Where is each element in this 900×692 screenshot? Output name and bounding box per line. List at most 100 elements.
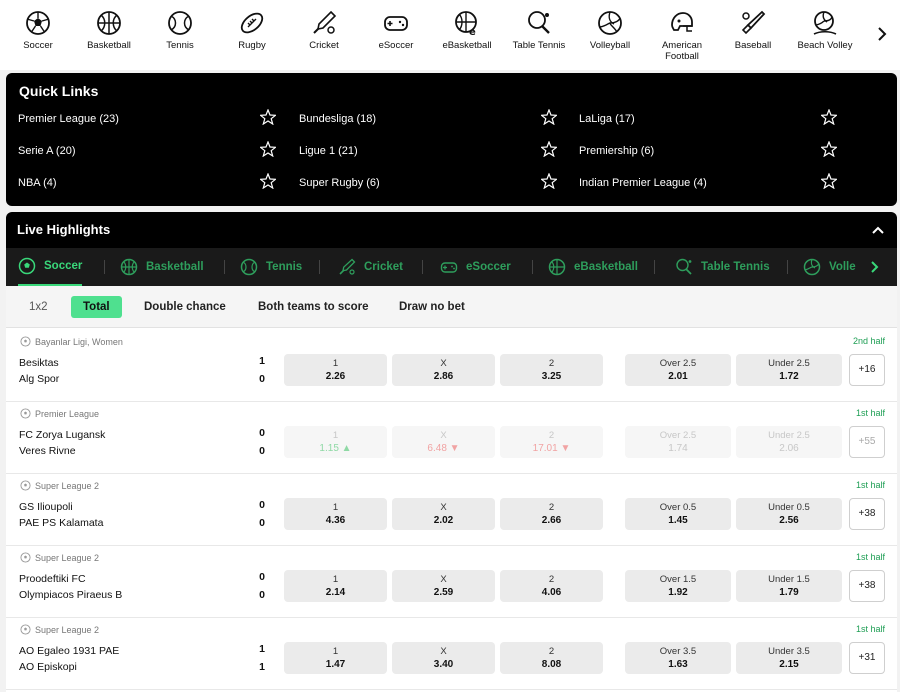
soccer-ball-icon	[26, 11, 50, 35]
sport-label: Table Tennis	[512, 40, 566, 51]
star-icon[interactable]	[260, 141, 276, 157]
league-name: Premier League	[35, 408, 100, 419]
sport-american-football[interactable]: American Football	[646, 10, 718, 62]
quick-link[interactable]: Indian Premier League (4)	[579, 177, 707, 189]
event-row: Super League 2 1st half GS Ilioupoli PAE…	[6, 474, 897, 546]
away-team[interactable]: Veres Rivne	[19, 445, 76, 457]
quick-link[interactable]: Ligue 1 (21)	[299, 145, 358, 157]
tab-1x2[interactable]: 1x2	[29, 301, 48, 313]
sport-beach-volley[interactable]: Beach Volley	[789, 10, 861, 51]
sport-basketball[interactable]: Basketball	[73, 10, 145, 51]
live-highlights-header: Live Highlights	[6, 212, 897, 248]
home-team[interactable]: FC Zorya Lugansk	[19, 429, 106, 441]
sport-label: Volleyball	[589, 40, 631, 51]
tab-tennis[interactable]: Tennis	[240, 248, 302, 286]
away-team[interactable]: PAE PS Kalamata	[19, 517, 104, 529]
tab-basketball[interactable]: Basketball	[120, 248, 204, 286]
star-icon[interactable]	[260, 109, 276, 125]
odds-button-draw[interactable]: X 2.86	[392, 354, 495, 386]
more-markets-button[interactable]: +55	[849, 426, 885, 458]
odds-button-under[interactable]: Under 3.5 2.15	[736, 642, 842, 674]
odds-button-over[interactable]: Over 0.5 1.45	[625, 498, 731, 530]
tab-volleyball[interactable]: Volle	[803, 248, 856, 286]
tab-draw-no-bet[interactable]: Draw no bet	[399, 301, 465, 313]
more-markets-button[interactable]: +38	[849, 570, 885, 602]
odds-button-away[interactable]: 2 8.08	[500, 642, 603, 674]
sport-cricket[interactable]: Cricket	[288, 10, 360, 51]
sport-table-tennis[interactable]: Table Tennis	[503, 10, 575, 51]
away-score: 0	[259, 373, 265, 385]
sport-esoccer[interactable]: eSoccer	[360, 10, 432, 51]
quick-link[interactable]: Premiership (6)	[579, 145, 655, 157]
tab-both-teams-to-score[interactable]: Both teams to score	[258, 301, 369, 313]
tab-cricket[interactable]: Cricket	[338, 248, 403, 286]
odds-label: Under 1.5	[768, 574, 810, 585]
odds-button-under[interactable]: Under 0.5 2.56	[736, 498, 842, 530]
chevron-up-icon[interactable]	[871, 224, 885, 236]
more-markets-button[interactable]: +16	[849, 354, 885, 386]
odds-button-away[interactable]: 2 2.66	[500, 498, 603, 530]
sport-label: Soccer	[23, 40, 53, 51]
odds-up-arrow-icon: ▲	[341, 443, 352, 454]
odds-button-under[interactable]: Under 2.5 2.06	[736, 426, 842, 458]
quick-link[interactable]: Premier League (23)	[18, 113, 119, 125]
tennis-ball-icon	[168, 11, 192, 35]
odds-button-under[interactable]: Under 2.5 1.72	[736, 354, 842, 386]
tab-double-chance[interactable]: Double chance	[144, 301, 226, 313]
quick-link[interactable]: Bundesliga (18)	[299, 113, 377, 125]
home-team[interactable]: GS Ilioupoli	[19, 501, 73, 513]
tab-soccer[interactable]: Soccer	[18, 248, 83, 286]
star-icon[interactable]	[821, 109, 837, 125]
sport-baseball[interactable]: Baseball	[717, 10, 789, 51]
chevron-right-icon[interactable]	[874, 24, 890, 44]
star-icon[interactable]	[821, 141, 837, 157]
odds-button-home[interactable]: 1 1.15 ▲	[284, 426, 387, 458]
odds-button-over[interactable]: Over 2.5 1.74	[625, 426, 731, 458]
sport-soccer[interactable]: Soccer	[2, 10, 74, 51]
tab-ebasketball[interactable]: eBasketball	[548, 248, 638, 286]
odds-button-draw[interactable]: X 2.02	[392, 498, 495, 530]
odds-button-under[interactable]: Under 1.5 1.79	[736, 570, 842, 602]
quick-link[interactable]: NBA (4)	[18, 177, 57, 189]
quick-link[interactable]: Super Rugby (6)	[299, 177, 380, 189]
tab-esoccer[interactable]: eSoccer	[440, 248, 511, 286]
star-icon[interactable]	[821, 173, 837, 189]
odds-button-home[interactable]: 1 2.26	[284, 354, 387, 386]
away-team[interactable]: AO Episkopi	[19, 661, 77, 673]
quick-link[interactable]: Serie A (20)	[18, 145, 76, 157]
home-team[interactable]: Proodeftiki FC	[19, 573, 86, 585]
odds-button-over[interactable]: Over 3.5 1.63	[625, 642, 731, 674]
odds-button-home[interactable]: 1 4.36	[284, 498, 387, 530]
quick-link[interactable]: LaLiga (17)	[579, 113, 635, 125]
away-team[interactable]: Alg Spor	[19, 373, 60, 385]
odds-button-draw[interactable]: X 3.40	[392, 642, 495, 674]
more-markets-button[interactable]: +31	[849, 642, 885, 674]
league-label: Super League 2	[20, 480, 99, 491]
home-team[interactable]: Besiktas	[19, 357, 59, 369]
tab-total[interactable]: Total	[71, 296, 122, 318]
odds-button-away[interactable]: 2 4.06	[500, 570, 603, 602]
chevron-right-icon[interactable]	[869, 260, 881, 274]
away-team[interactable]: Olympiacos Piraeus B	[19, 589, 123, 601]
odds-button-draw[interactable]: X 2.59	[392, 570, 495, 602]
odds-button-away[interactable]: 2 17.01 ▼	[500, 426, 603, 458]
sport-volleyball[interactable]: Volleyball	[574, 10, 646, 51]
odds-button-over[interactable]: Over 1.5 1.92	[625, 570, 731, 602]
sport-rugby[interactable]: Rugby	[216, 10, 288, 51]
star-icon[interactable]	[541, 141, 557, 157]
more-markets-button[interactable]: +38	[849, 498, 885, 530]
tab-table-tennis[interactable]: Table Tennis	[675, 248, 770, 286]
odds-button-away[interactable]: 2 3.25	[500, 354, 603, 386]
home-team[interactable]: AO Egaleo 1931 PAE	[19, 645, 120, 657]
sport-ebasketball[interactable]: e eBasketball	[431, 10, 503, 51]
odds-button-over[interactable]: Over 2.5 2.01	[625, 354, 731, 386]
odds-button-home[interactable]: 1 2.14	[284, 570, 387, 602]
star-icon[interactable]	[541, 109, 557, 125]
star-icon[interactable]	[541, 173, 557, 189]
sport-tennis[interactable]: Tennis	[144, 10, 216, 51]
odds-button-home[interactable]: 1 1.47	[284, 642, 387, 674]
star-icon[interactable]	[260, 173, 276, 189]
home-score: 0	[259, 571, 265, 583]
odds-button-draw[interactable]: X 6.48 ▼	[392, 426, 495, 458]
away-score: 1	[259, 661, 265, 673]
